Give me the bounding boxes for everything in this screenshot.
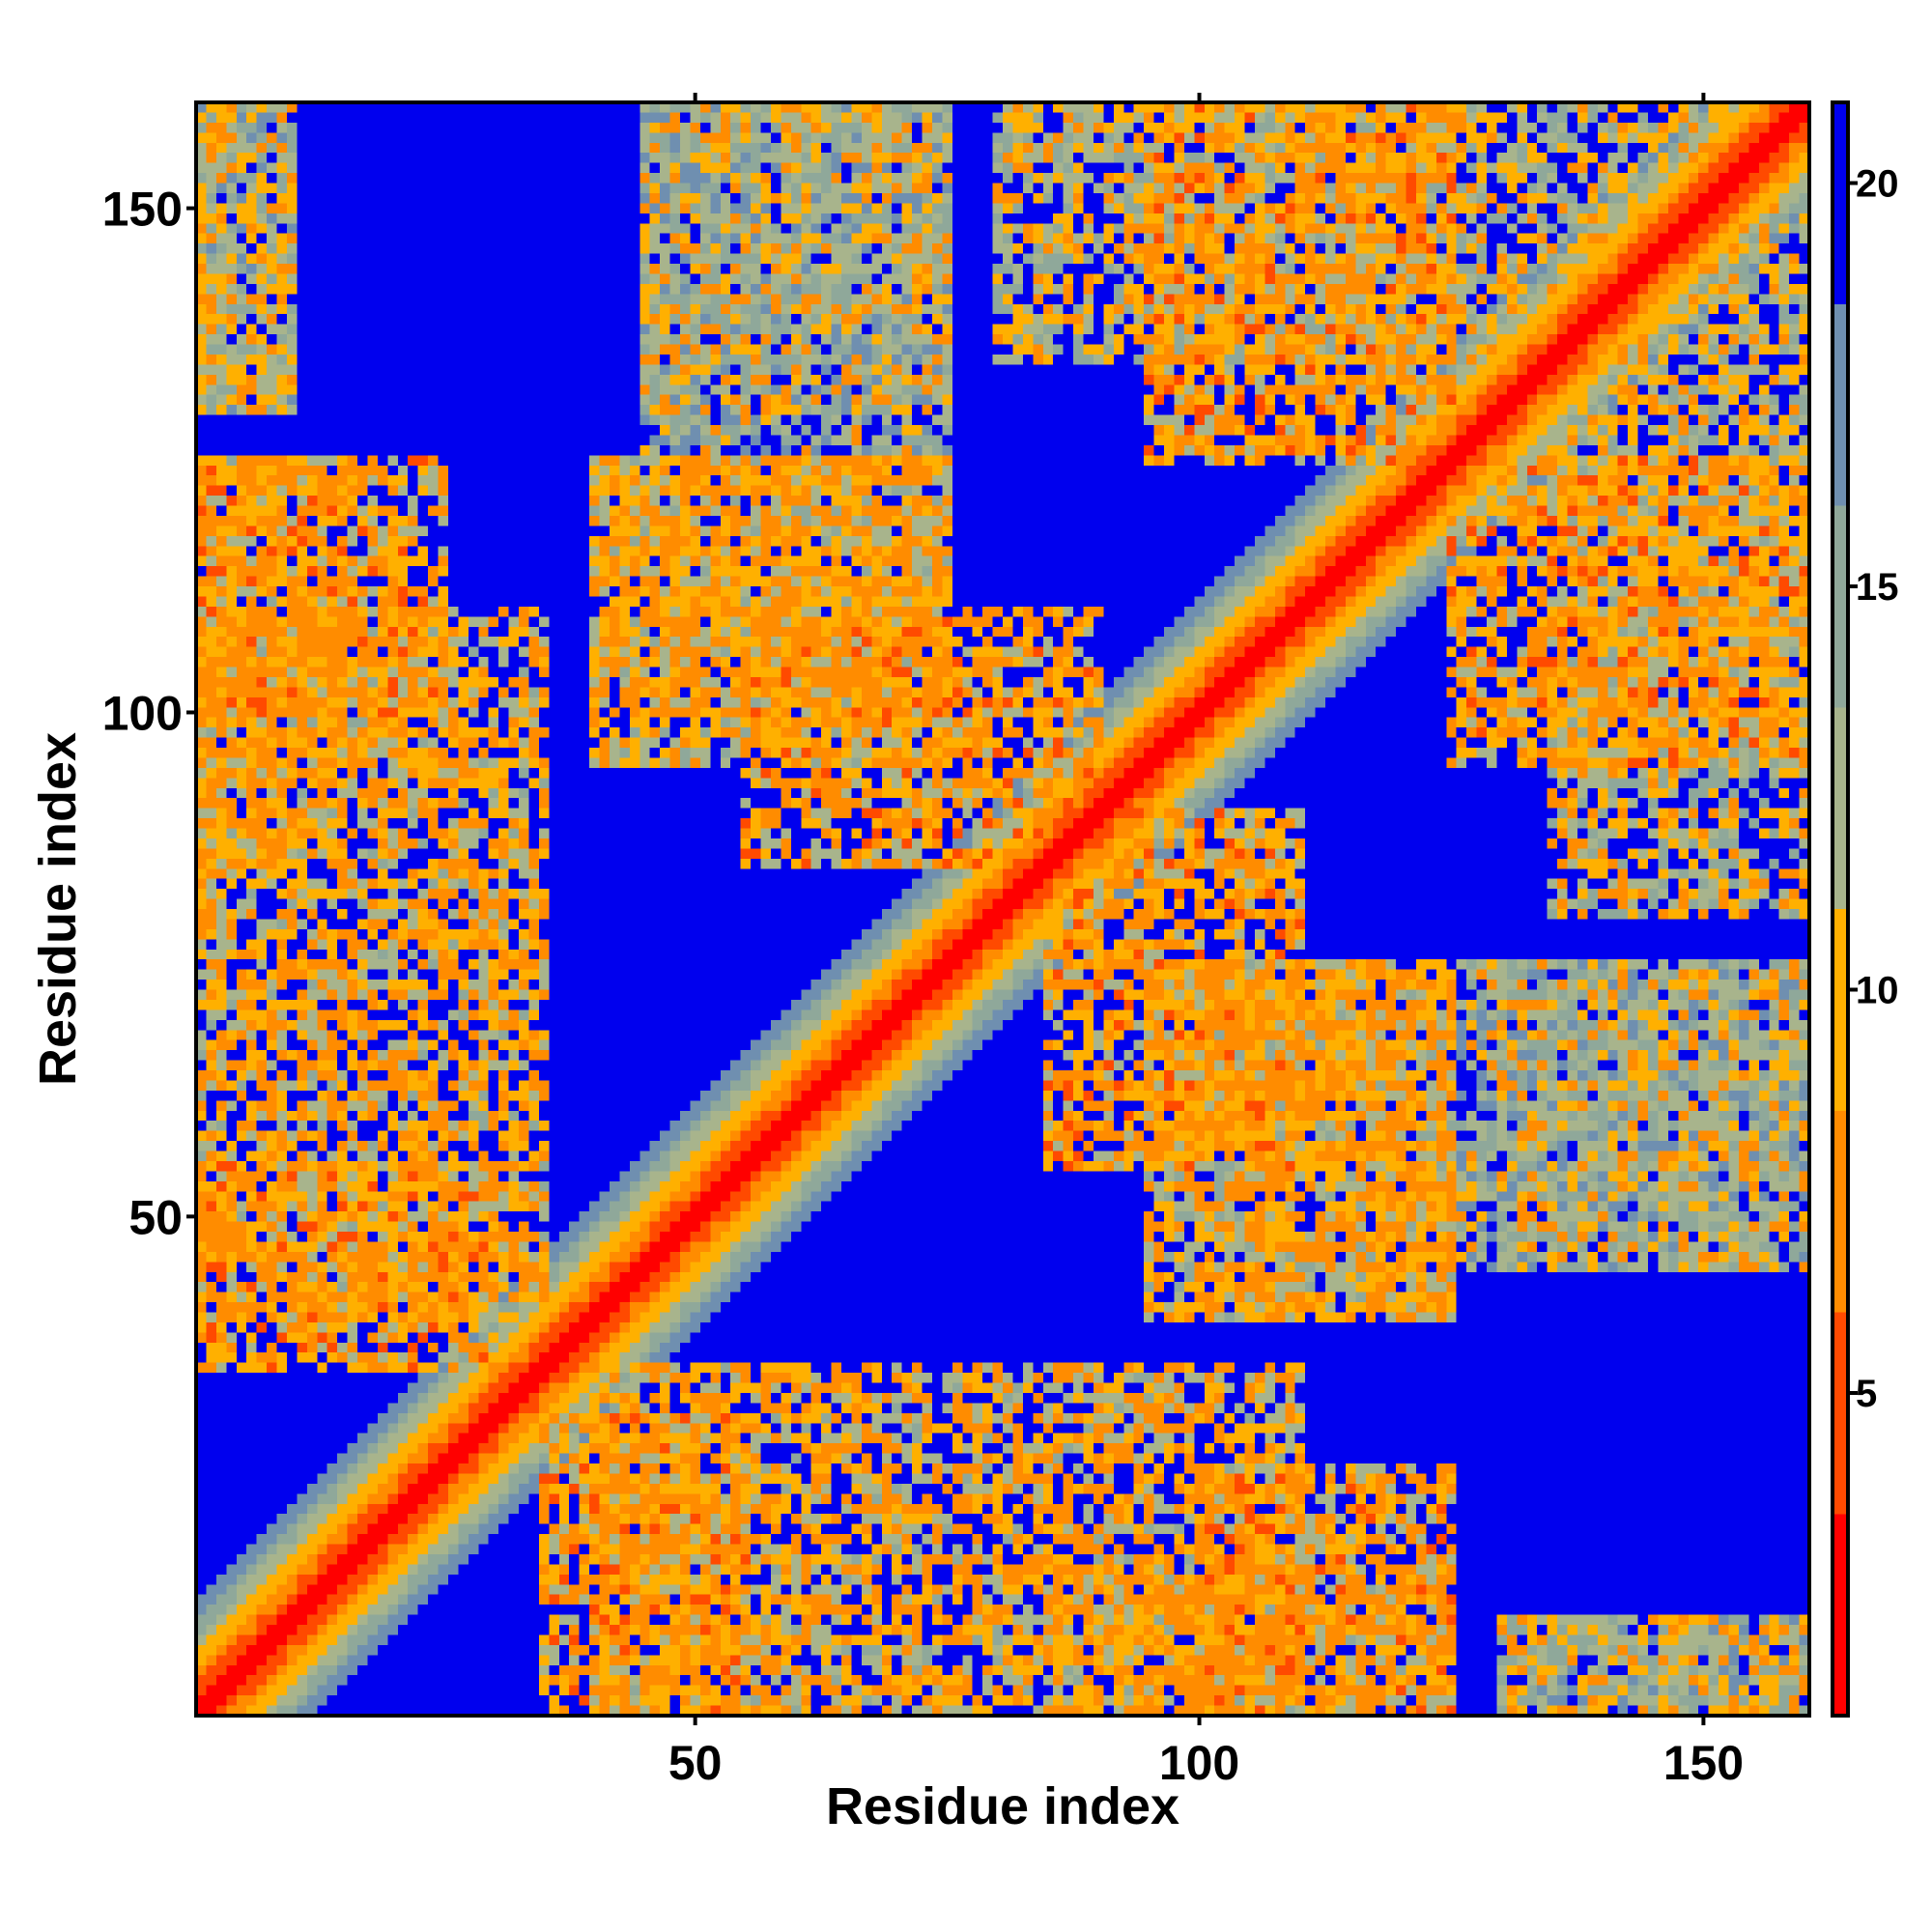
y-axis-label: Residue index [29,732,87,1086]
colorbar-ticks: 5 10 15 20 [1848,163,1899,1415]
plot-frame [194,100,1811,1718]
colorbar [1833,102,1848,1716]
colorbar-tick-label: 10 [1856,970,1899,1012]
x-tick-label: 150 [1663,1736,1744,1790]
heatmap-plot-area [196,102,1809,1716]
colorbar-tick-label: 5 [1856,1373,1877,1415]
colorbar-frame [1831,100,1850,1718]
y-tick-label: 50 [128,1190,183,1244]
colorbar-tick-label: 20 [1856,163,1899,206]
x-axis-ticks: 50 100 150 [668,93,1744,1790]
y-tick-label: 100 [102,686,183,740]
x-tick-label: 50 [668,1736,723,1790]
y-tick-label: 150 [102,183,183,237]
y-axis-ticks: 50 100 150 [102,183,196,1244]
x-axis-label: Residue index [826,1777,1179,1835]
colorbar-tick-label: 15 [1856,566,1899,609]
x-tick-label: 100 [1159,1736,1239,1790]
